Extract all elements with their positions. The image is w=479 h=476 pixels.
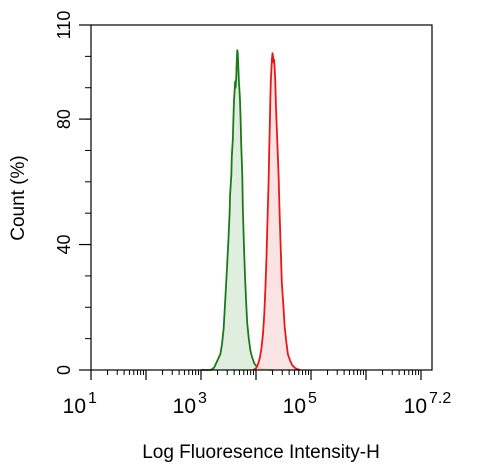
x-tick-label: 10 5 xyxy=(283,390,317,418)
x-tick-label: 10 7.2 xyxy=(404,390,452,418)
x-tick-base: 10 xyxy=(63,395,86,418)
x-tick-exponent: 3 xyxy=(198,390,207,407)
y-axis-label: Count (%) xyxy=(8,155,29,241)
x-axis: 10 1 10 3 10 5 10 7.2 xyxy=(63,370,452,418)
y-tick-label: 0 xyxy=(54,365,74,375)
y-tick-label: 80 xyxy=(54,109,74,129)
x-tick-label: 10 1 xyxy=(63,390,97,418)
series-1-outline xyxy=(201,49,273,371)
x-tick-exponent: 1 xyxy=(88,390,97,407)
plot-frame xyxy=(90,24,433,371)
x-tick-exponent: 7.2 xyxy=(429,390,451,407)
x-tick-exponent: 5 xyxy=(308,390,317,407)
y-axis: 0 40 80 110 xyxy=(54,11,91,375)
series-2-area xyxy=(253,53,300,370)
series-2-outline xyxy=(252,52,301,371)
series-layer xyxy=(201,49,301,371)
y-tick-label: 40 xyxy=(54,235,74,255)
x-tick-base: 10 xyxy=(173,395,196,418)
y-tick-label: 110 xyxy=(54,11,74,40)
x-tick-base: 10 xyxy=(283,395,306,418)
x-tick-label: 10 3 xyxy=(173,390,207,418)
x-tick-base: 10 xyxy=(404,395,427,418)
series-1-area xyxy=(201,50,273,370)
x-axis-label: Log Fluoresence Intensity-H xyxy=(142,442,380,463)
